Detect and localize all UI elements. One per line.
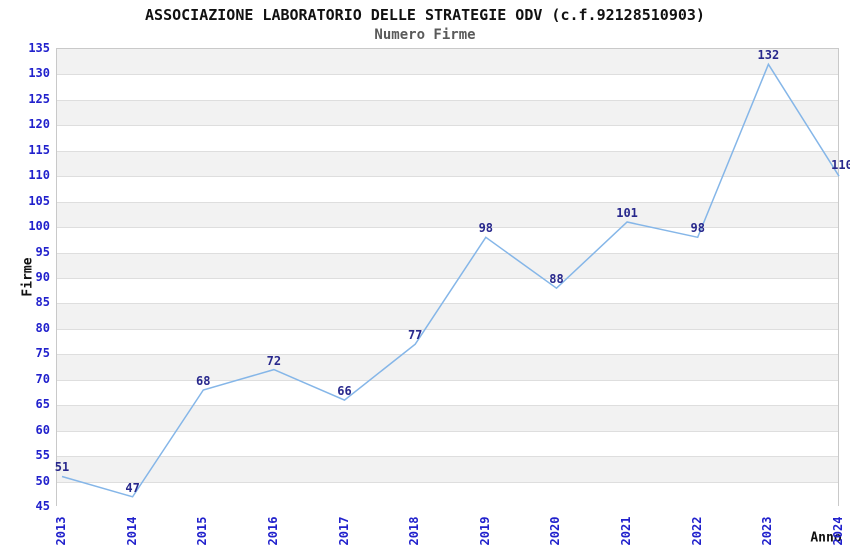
y-tick-label: 135 bbox=[28, 41, 50, 55]
plot-band bbox=[57, 99, 838, 126]
gridline bbox=[57, 430, 838, 432]
data-label: 77 bbox=[407, 328, 423, 343]
x-tick-label: 2016 bbox=[265, 516, 280, 546]
gridline bbox=[57, 405, 838, 407]
data-label: 98 bbox=[690, 221, 705, 236]
y-tick-label: 105 bbox=[28, 193, 50, 208]
gridline bbox=[57, 303, 838, 305]
y-tick-label: 130 bbox=[28, 66, 50, 81]
gridline bbox=[57, 456, 838, 458]
chart-subtitle: Numero Firme bbox=[374, 27, 476, 43]
gridline bbox=[57, 227, 838, 229]
x-tick-label: 2017 bbox=[336, 516, 351, 546]
data-label: 47 bbox=[125, 480, 140, 495]
plot-band bbox=[57, 379, 838, 406]
gridline bbox=[57, 99, 838, 101]
plot-band bbox=[57, 303, 838, 329]
gridline bbox=[57, 328, 838, 330]
y-tick-label: 60 bbox=[35, 422, 50, 437]
x-tick-label: 2023 bbox=[760, 516, 775, 546]
plot-band bbox=[57, 74, 838, 100]
plot-band bbox=[57, 176, 838, 202]
y-tick-label: 80 bbox=[35, 320, 50, 335]
x-tick-label: 2015 bbox=[195, 516, 210, 546]
data-label: 51 bbox=[54, 460, 70, 475]
gridline bbox=[57, 379, 838, 381]
gridline bbox=[57, 252, 838, 254]
y-tick-label: 120 bbox=[28, 117, 50, 132]
plot-band bbox=[57, 49, 838, 75]
plot-band bbox=[57, 354, 838, 380]
data-label: 68 bbox=[196, 373, 211, 388]
plot-band bbox=[57, 150, 838, 177]
chart-title: ASSOCIAZIONE LABORATORIO DELLE STRATEGIE… bbox=[145, 6, 705, 24]
data-label: 72 bbox=[266, 353, 282, 368]
plot-band bbox=[57, 456, 838, 482]
data-label: 110 bbox=[831, 158, 850, 173]
data-label: 88 bbox=[549, 272, 564, 287]
y-tick-label: 95 bbox=[35, 244, 50, 259]
line-series-path bbox=[61, 62, 840, 498]
y-tick-label: 85 bbox=[35, 295, 50, 310]
gridline bbox=[57, 150, 838, 152]
x-tick-label: 2021 bbox=[619, 516, 634, 546]
y-tick-label: 125 bbox=[28, 91, 50, 106]
x-tick-label: 2020 bbox=[548, 516, 563, 546]
data-label: 101 bbox=[616, 206, 638, 221]
gridline bbox=[57, 176, 838, 178]
y-tick-label: 45 bbox=[35, 499, 50, 513]
plot-band bbox=[57, 481, 838, 507]
plot-band bbox=[57, 405, 838, 431]
x-tick-label: 2019 bbox=[477, 516, 492, 546]
gridline bbox=[57, 201, 838, 203]
x-tick-label: 2018 bbox=[407, 516, 422, 546]
plot-band bbox=[57, 252, 838, 278]
line-series bbox=[61, 62, 840, 498]
plot-band bbox=[57, 278, 838, 304]
y-tick-label: 100 bbox=[28, 219, 50, 234]
data-label: 132 bbox=[757, 48, 780, 63]
x-tick-label: 2022 bbox=[689, 516, 704, 546]
y-tick-label: 110 bbox=[28, 168, 50, 183]
gridline bbox=[57, 278, 838, 279]
x-tick-label: 2014 bbox=[124, 516, 139, 546]
y-tick-label: 115 bbox=[28, 142, 50, 157]
y-tick-label: 55 bbox=[35, 448, 50, 463]
gridline bbox=[57, 481, 838, 483]
plot-band bbox=[57, 430, 838, 457]
y-tick-label: 50 bbox=[35, 473, 50, 488]
y-tick-label: 70 bbox=[35, 371, 50, 386]
y-tick-label: 75 bbox=[35, 346, 50, 361]
y-tick-label: 65 bbox=[35, 397, 50, 412]
x-tick-label: 2013 bbox=[54, 516, 68, 546]
y-tick-label: 90 bbox=[35, 270, 50, 284]
x-tick-label: 2024 bbox=[831, 516, 845, 546]
plot-area: 51 47 68 72 66 77 98 88 101 98 132 110 bbox=[54, 48, 850, 507]
gridline bbox=[57, 125, 838, 127]
plot-band bbox=[57, 125, 838, 151]
data-label: 98 bbox=[478, 221, 494, 236]
gridline bbox=[57, 354, 838, 356]
x-axis-title: Anno bbox=[810, 530, 842, 546]
plot-band bbox=[57, 328, 838, 355]
data-label: 66 bbox=[337, 384, 352, 399]
plot-band bbox=[57, 227, 838, 253]
gridline bbox=[57, 74, 838, 76]
